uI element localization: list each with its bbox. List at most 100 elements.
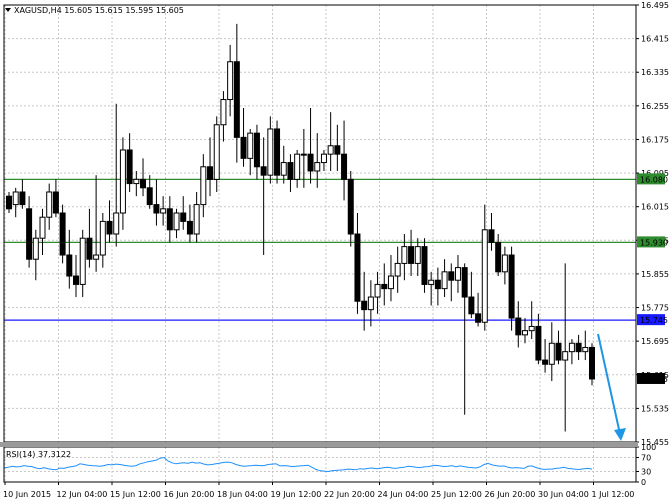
pane-separator[interactable]: [0, 442, 638, 447]
candle-body: [381, 283, 388, 290]
candle-body: [86, 237, 93, 260]
price-tick-label: 16.415: [641, 35, 669, 44]
candle-body: [173, 212, 180, 231]
candle-body: [562, 351, 569, 361]
candle-body: [475, 313, 482, 323]
price-tick-label: 16.015: [641, 203, 669, 212]
price-tick-label: 15.455: [641, 438, 669, 447]
candle-body: [394, 262, 401, 277]
candle-body: [99, 220, 106, 256]
candle-body: [461, 267, 468, 298]
rsi-tick-label: 100: [641, 443, 656, 452]
price-tick-label: 15.695: [641, 337, 669, 346]
candle-body: [548, 342, 555, 365]
candle-body: [39, 216, 46, 239]
time-tick-label: 1 Jul 12:00: [592, 490, 635, 499]
price-tick-label: 16.335: [641, 68, 669, 77]
candle-body: [414, 246, 421, 264]
time-tick-label: 24 Jun 04:00: [378, 490, 429, 499]
symbol-header: XAGUSD,H4 15.605 15.615 15.595 15.605: [14, 6, 184, 15]
time-tick-label: 22 Jun 20:00: [324, 490, 375, 499]
candle-body: [79, 237, 86, 285]
candle-body: [52, 191, 59, 214]
candle-body: [207, 166, 214, 180]
price-tick-label: 16.255: [641, 102, 669, 111]
candle-body: [253, 132, 260, 168]
candle-body: [575, 342, 582, 353]
time-tick-label: 12 Jun 04:00: [57, 490, 108, 499]
candle-body: [46, 191, 53, 218]
candle-body: [374, 283, 381, 298]
price-tick-label: 15.535: [641, 404, 669, 413]
rsi-tick-label: 0: [641, 478, 646, 487]
candle-body: [508, 254, 515, 319]
candle-body: [126, 149, 133, 185]
header-dropdown-icon[interactable]: [5, 8, 11, 12]
candle-body: [59, 212, 66, 256]
price-pane: [4, 5, 636, 442]
time-tick-label: 18 Jun 04:00: [217, 490, 268, 499]
candle-body: [488, 229, 495, 243]
candle-body: [314, 162, 321, 172]
candle-body: [582, 346, 589, 353]
candle-body: [555, 342, 562, 361]
candle-body: [73, 275, 80, 285]
candle-body: [495, 241, 502, 273]
candle-body: [180, 212, 187, 222]
candle-body: [320, 153, 327, 164]
candle-body: [300, 153, 307, 156]
time-tick-label: 19 Jun 12:00: [271, 490, 322, 499]
candle-body: [307, 153, 314, 172]
candle-body: [501, 254, 508, 273]
candle-body: [542, 359, 549, 365]
candle-body: [140, 178, 147, 189]
forecast-arrowhead: [614, 428, 626, 441]
candle-body: [367, 296, 374, 311]
candle-body: [6, 195, 12, 210]
candle-body: [528, 325, 535, 332]
price-tick-label: 16.495: [641, 1, 669, 10]
candle-body: [12, 191, 19, 206]
candle-body: [361, 300, 368, 311]
candle-body: [334, 145, 341, 155]
candle-body: [274, 128, 281, 176]
candle-body: [133, 178, 140, 185]
candle-body: [66, 254, 73, 277]
candle-body: [521, 330, 528, 336]
candle-body: [294, 153, 301, 180]
level-label-box: [637, 314, 665, 326]
candle-body: [515, 317, 522, 336]
time-tick-label: 26 Jun 20:00: [485, 490, 536, 499]
time-tick-label: 25 Jun 12:00: [431, 490, 482, 499]
rsi-tick-label: 30: [641, 468, 651, 477]
price-tick-label: 15.775: [641, 304, 669, 313]
candle-body: [441, 271, 448, 290]
candle-body: [589, 346, 595, 380]
candle-body: [428, 279, 435, 285]
candle-body: [240, 136, 247, 159]
candle-body: [347, 178, 354, 235]
candle-body: [434, 279, 441, 290]
candle-body: [227, 61, 234, 101]
candle-body: [354, 233, 361, 302]
candle-body: [26, 208, 33, 260]
rsi-header: RSI(14) 37.3122: [6, 450, 71, 459]
rsi-tick-label: 70: [641, 454, 651, 463]
candle-body: [260, 166, 267, 176]
time-tick-label: 30 Jun 04:00: [538, 490, 589, 499]
level-label-text: 15.930: [640, 238, 668, 247]
candle-body: [408, 246, 415, 264]
time-tick-label: 15 Jun 12:00: [110, 490, 161, 499]
candle-body: [468, 296, 475, 315]
candle-body: [267, 128, 274, 176]
level-label-text: 15.745: [640, 316, 668, 325]
candle-body: [233, 61, 240, 138]
candle-body: [106, 220, 113, 235]
candle-body: [341, 153, 348, 180]
candle-body: [220, 99, 227, 126]
candle-body: [448, 271, 455, 281]
price-tick-label: 15.855: [641, 270, 669, 279]
candle-body: [32, 237, 39, 260]
